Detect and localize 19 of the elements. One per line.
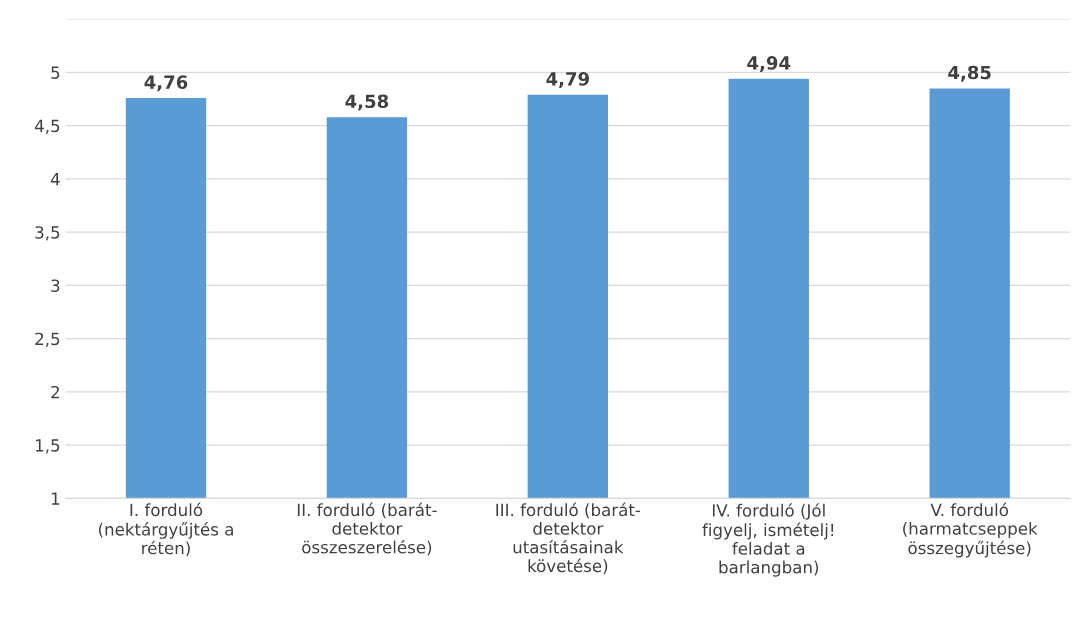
- y-tick-label: 2,5: [35, 332, 60, 347]
- data-label: 4,79: [546, 72, 589, 89]
- y-tick-label: 4,5: [34, 119, 60, 134]
- data-label: 4,76: [144, 75, 188, 92]
- data-label: 4,58: [345, 94, 389, 111]
- y-tick-label: 4: [50, 173, 60, 186]
- y-tick-label: 5: [51, 66, 60, 79]
- x-tick-label: V. forduló (harmatcseppek összegyűjtése): [903, 502, 1038, 558]
- data-label: 4,94: [747, 56, 791, 73]
- x-tick-label: I. forduló (nektárgyűjtés a réten): [98, 502, 233, 557]
- y-tick-label: 3: [51, 279, 60, 292]
- x-tick-label: II. forduló (barát- detektor összeszerelése): [297, 502, 437, 556]
- x-tick-label: III. forduló (barát- detektor utasításainak követése): [496, 502, 641, 575]
- y-tick-label: 1,5: [35, 439, 60, 454]
- y-tick-label: 1: [51, 492, 60, 505]
- y-tick-label: 2: [51, 385, 59, 399]
- y-tick-label: 3,5: [35, 226, 60, 241]
- x-tick-label: IV. forduló (Jól figyelj, ismételj! feladat a barlangban): [702, 503, 834, 577]
- data-label: 4,85: [948, 65, 991, 82]
